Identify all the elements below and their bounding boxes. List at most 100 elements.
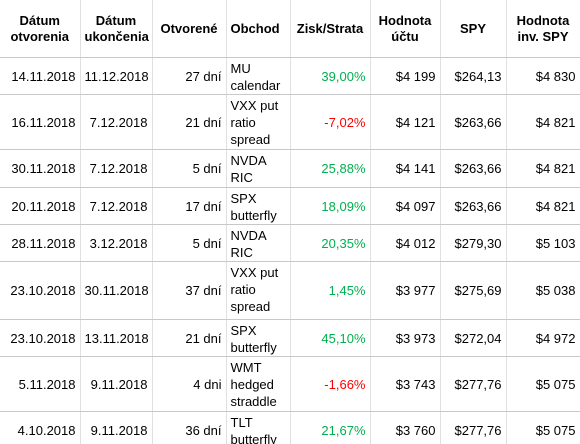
cell-text: $4 972 [535, 330, 576, 346]
table-cell: $5 038 [506, 261, 580, 320]
table-cell: 9.11.2018 [80, 411, 153, 444]
column-header: Hodnota účtu [370, 0, 441, 58]
table-cell: -7,02% [290, 94, 371, 150]
cell-text: $272,04 [454, 330, 502, 346]
table-cell: SPX butterfly [226, 319, 291, 357]
profit-value: 25,88% [321, 161, 366, 176]
cell-text: 7.12.2018 [89, 114, 148, 130]
table-cell: 16.11.2018 [0, 94, 81, 150]
cell-text: $3 760 [395, 422, 436, 438]
table-cell: NVDA RIC [226, 149, 291, 188]
cell-text: $4 830 [535, 68, 576, 84]
cell-text: $4 821 [535, 198, 576, 214]
cell-text: TLT butterfly [230, 415, 277, 444]
cell-text: $263,66 [454, 198, 502, 214]
table-row: 30.11.2018 7.12.2018 5 dní NVDA RIC 25,88% $4… [0, 149, 580, 188]
cell-text: 30.11.2018 [84, 283, 149, 298]
profit-value: -7,02% [324, 114, 366, 130]
cell-text: VXX put ratio spread [230, 98, 279, 147]
table-cell: 21,67% [290, 411, 371, 444]
table-cell: $4 830 [506, 57, 580, 95]
column-header: Hodnota inv. SPY [506, 0, 580, 58]
table-cell: 37 dní [152, 261, 227, 320]
cell-text: $3 743 [395, 376, 436, 392]
table-row: 14.11.2018 11.12.2018 27 dní MU calendar 39,… [0, 57, 580, 95]
table-cell: 18,09% [290, 187, 371, 225]
table-cell: $263,66 [440, 94, 507, 150]
column-header: Otvorené [152, 0, 227, 58]
table-cell: $5 075 [506, 411, 580, 444]
table-cell: $3 973 [370, 319, 441, 357]
cell-text: $4 199 [395, 68, 436, 84]
table-cell: -1,66% [290, 356, 371, 412]
table-cell: 23.10.2018 [0, 261, 81, 320]
cell-text: 4 dni [193, 376, 222, 392]
table-row: 23.10.2018 13.11.2018 21 dní SPX butterfly 4… [0, 319, 580, 357]
profit-value: 21,67% [321, 422, 366, 438]
cell-text: $4 012 [395, 235, 436, 251]
column-header: SPY [440, 0, 507, 58]
table-cell: $3 977 [370, 261, 441, 320]
cell-text: 4.10.2018 [17, 422, 76, 438]
table-cell: 13.11.2018 [80, 319, 153, 357]
cell-text: $263,66 [454, 161, 502, 176]
table-cell: 4 dni [152, 356, 227, 412]
table-cell: 5 dní [152, 224, 227, 262]
table-cell: 36 dní [152, 411, 227, 444]
cell-text: $4 821 [535, 161, 576, 176]
cell-text: NVDA RIC [230, 153, 266, 185]
table-row: 5.11.2018 9.11.2018 4 dni WMT hedged stradd… [0, 356, 580, 412]
cell-text: 23.10.2018 [10, 283, 76, 298]
cell-text: WMT hedged straddle [230, 360, 277, 409]
profit-value: 20,35% [321, 235, 366, 251]
table-body: 14.11.2018 11.12.2018 27 dní MU calendar 39,… [0, 57, 580, 444]
table-cell: SPX butterfly [226, 187, 291, 225]
table-cell: $263,66 [440, 187, 507, 225]
table-cell: NVDA RIC [226, 224, 291, 262]
table-cell: 5 dní [152, 149, 227, 188]
table-cell: 5.11.2018 [0, 356, 81, 412]
cell-text: $3 977 [395, 283, 436, 298]
table-cell: $4 821 [506, 149, 580, 188]
table-cell: 23.10.2018 [0, 319, 81, 357]
table-cell: 21 dní [152, 319, 227, 357]
table-cell: TLT butterfly [226, 411, 291, 444]
cell-text: 28.11.2018 [11, 235, 76, 251]
table-cell: $4 012 [370, 224, 441, 262]
table-row: 16.11.2018 7.12.2018 21 dní VXX put ratio s… [0, 94, 580, 150]
column-header: Dátum otvorenia [0, 0, 81, 58]
table-cell: 1,45% [290, 261, 371, 320]
table-cell: $4 199 [370, 57, 441, 95]
cell-text: SPX butterfly [230, 191, 277, 223]
table-cell: VXX put ratio spread [226, 94, 291, 150]
table-cell: 27 dní [152, 57, 227, 95]
cell-text: $277,76 [454, 376, 502, 392]
cell-text: $5 103 [535, 235, 576, 251]
table-cell: $277,76 [440, 356, 507, 412]
cell-text: 11.12.2018 [84, 68, 149, 84]
cell-text: NVDA RIC [230, 228, 266, 260]
cell-text: 37 dní [185, 283, 222, 298]
table-row: 28.11.2018 3.12.2018 5 dní NVDA RIC 20,35% $4… [0, 224, 580, 262]
cell-text: VXX put ratio spread [230, 265, 279, 314]
cell-text: $3 973 [395, 330, 436, 346]
table-cell: $4 821 [506, 94, 580, 150]
table-cell: 11.12.2018 [80, 57, 153, 95]
cell-text: 21 dní [185, 114, 222, 130]
cell-text: 13.11.2018 [84, 330, 149, 346]
cell-text: 30.11.2018 [11, 161, 76, 176]
table-cell: 17 dní [152, 187, 227, 225]
cell-text: 16.11.2018 [11, 114, 76, 130]
table-cell: $4 972 [506, 319, 580, 357]
cell-text: $279,30 [454, 235, 502, 251]
cell-text: 20.11.2018 [11, 198, 76, 214]
cell-text: 27 dní [185, 68, 222, 84]
cell-text: 36 dní [185, 422, 222, 438]
cell-text: $4 097 [395, 198, 436, 214]
table-cell: $5 075 [506, 356, 580, 412]
cell-text: 21 dní [185, 330, 222, 346]
table-cell: $272,04 [440, 319, 507, 357]
table-cell: 20,35% [290, 224, 371, 262]
cell-text: 9.11.2018 [90, 422, 148, 438]
cell-text: $4 821 [535, 114, 576, 130]
